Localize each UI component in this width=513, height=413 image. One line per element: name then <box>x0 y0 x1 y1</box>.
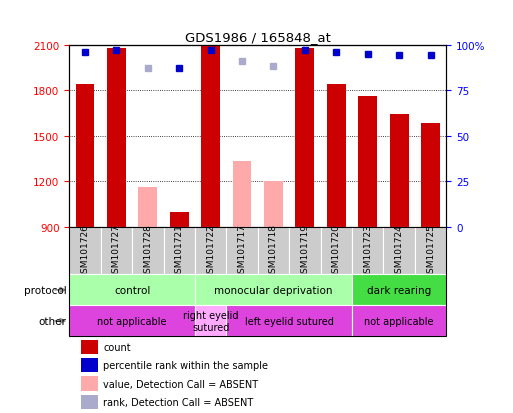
Text: GSM101717: GSM101717 <box>238 223 247 278</box>
Text: not applicable: not applicable <box>364 316 434 326</box>
Bar <box>352 275 446 306</box>
Text: GSM101728: GSM101728 <box>143 223 152 278</box>
Bar <box>421 124 440 227</box>
Bar <box>226 306 352 337</box>
Bar <box>233 162 251 227</box>
Bar <box>195 227 226 275</box>
Bar <box>101 227 132 275</box>
Text: protocol: protocol <box>24 285 67 295</box>
Bar <box>295 48 314 227</box>
Bar <box>195 306 226 337</box>
Bar <box>81 358 97 373</box>
Bar <box>352 306 446 337</box>
Text: monocular deprivation: monocular deprivation <box>214 285 333 295</box>
Text: dark rearing: dark rearing <box>367 285 431 295</box>
Text: count: count <box>103 342 131 352</box>
Text: rank, Detection Call = ABSENT: rank, Detection Call = ABSENT <box>103 397 253 407</box>
Bar <box>69 275 195 306</box>
Text: GSM101725: GSM101725 <box>426 223 435 278</box>
Bar <box>289 227 321 275</box>
Bar <box>69 227 101 275</box>
Bar <box>201 47 220 227</box>
Bar <box>327 85 346 227</box>
Bar <box>195 275 352 306</box>
Bar <box>390 115 408 227</box>
Text: not applicable: not applicable <box>97 316 167 326</box>
Bar <box>132 227 164 275</box>
Bar <box>81 377 97 391</box>
Bar <box>170 212 189 227</box>
Text: GSM101721: GSM101721 <box>175 223 184 278</box>
Text: GSM101726: GSM101726 <box>81 223 89 278</box>
Bar <box>69 306 195 337</box>
Text: GSM101727: GSM101727 <box>112 223 121 278</box>
Bar <box>352 227 383 275</box>
Text: GSM101722: GSM101722 <box>206 223 215 278</box>
Text: left eyelid sutured: left eyelid sutured <box>245 316 333 326</box>
Bar <box>258 227 289 275</box>
Bar <box>383 227 415 275</box>
Bar <box>81 340 97 354</box>
Bar <box>139 188 157 227</box>
Bar <box>164 227 195 275</box>
Text: value, Detection Call = ABSENT: value, Detection Call = ABSENT <box>103 379 259 389</box>
Bar <box>321 227 352 275</box>
Bar <box>358 97 377 227</box>
Text: percentile rank within the sample: percentile rank within the sample <box>103 361 268 370</box>
Text: GSM101718: GSM101718 <box>269 223 278 278</box>
Bar <box>264 182 283 227</box>
Bar <box>415 227 446 275</box>
Text: right eyelid
sutured: right eyelid sutured <box>183 310 239 332</box>
Title: GDS1986 / 165848_at: GDS1986 / 165848_at <box>185 31 331 44</box>
Bar <box>81 395 97 409</box>
Bar <box>226 227 258 275</box>
Text: control: control <box>114 285 150 295</box>
Bar <box>107 48 126 227</box>
Text: other: other <box>39 316 67 326</box>
Text: GSM101720: GSM101720 <box>332 223 341 278</box>
Bar <box>75 85 94 227</box>
Text: GSM101724: GSM101724 <box>394 223 404 278</box>
Text: GSM101719: GSM101719 <box>301 223 309 278</box>
Text: GSM101723: GSM101723 <box>363 223 372 278</box>
